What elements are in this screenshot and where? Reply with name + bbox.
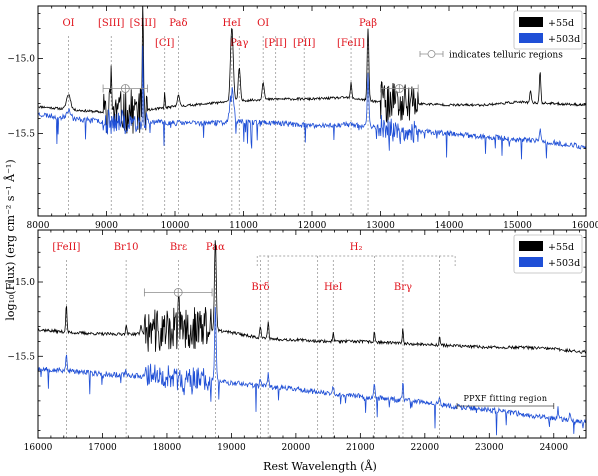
- telluric-marker: [102, 84, 149, 93]
- x-tick-label: 24000: [539, 443, 568, 453]
- x-tick-label: 23000: [475, 443, 504, 453]
- legend-label: +55d: [548, 18, 574, 29]
- x-tick-label: 16000: [24, 443, 53, 453]
- line-id-label: [FeII]: [52, 242, 80, 253]
- spectrum-epoch-55d: [38, 6, 586, 134]
- line-id-label: Br10: [114, 242, 139, 253]
- x-tick-label: 16000: [572, 221, 598, 231]
- line-id-label: Paγ: [230, 38, 248, 49]
- line-id-label: [PII]: [293, 38, 316, 49]
- x-tick-label: 17000: [88, 443, 117, 453]
- x-tick-label: 11000: [229, 221, 258, 231]
- line-id-label: Brδ: [251, 282, 269, 293]
- line-id-label: Brγ: [394, 282, 412, 293]
- legend-label: +503d: [548, 258, 580, 269]
- telluric-marker: [380, 84, 419, 93]
- line-id-label: HeI: [324, 282, 343, 293]
- line-id-label: OI: [62, 18, 74, 29]
- legend-swatch: [519, 33, 543, 43]
- line-id-label: [SIII]: [98, 18, 125, 29]
- telluric-note: indicates telluric regions: [449, 51, 563, 61]
- legend-swatch: [519, 257, 543, 267]
- x-axis-label: Rest Wavelength (Å): [263, 459, 377, 473]
- x-tick-label: 13000: [366, 221, 395, 231]
- x-tick-label: 18000: [153, 443, 182, 453]
- x-tick-label: 22000: [411, 443, 440, 453]
- plot-frame: [37, 229, 587, 439]
- line-id-label: [PII]: [264, 38, 287, 49]
- legend-swatch: [519, 17, 543, 27]
- legend-swatch: [519, 241, 543, 251]
- x-tick-label: 9000: [95, 221, 118, 231]
- line-id-label: [CI]: [155, 38, 175, 49]
- line-id-label: HeI: [223, 18, 242, 29]
- spectrum-epoch-503d: [38, 306, 586, 436]
- telluric-marker: [143, 287, 213, 297]
- spectrum-epoch-503d: [38, 45, 586, 160]
- y-tick-label: −15.5: [7, 352, 35, 362]
- line-id-label: Brε: [170, 242, 187, 253]
- x-tick-label: 19000: [217, 443, 246, 453]
- y-tick-label: −15.0: [7, 278, 35, 288]
- legend-label: +55d: [548, 242, 574, 253]
- ppxf-label: PPXF fitting region: [464, 394, 548, 403]
- x-tick-label: 20000: [282, 443, 311, 453]
- line-id-label: [FeII]: [337, 38, 365, 49]
- y-tick-label: −15.5: [7, 130, 35, 140]
- y-tick-label: −15.0: [7, 55, 35, 65]
- spectrum-epoch-55d: [38, 240, 586, 354]
- line-id-label: Paβ: [359, 18, 377, 29]
- line-id-label: Paδ: [169, 18, 187, 29]
- line-id-label: OI: [257, 18, 269, 29]
- h2-bracket: [256, 255, 456, 266]
- h2-label: H₂: [350, 242, 363, 253]
- x-tick-label: 14000: [435, 221, 464, 231]
- legend-label: +503d: [548, 34, 580, 45]
- x-tick-label: 8000: [27, 221, 50, 231]
- y-axis-label: log₁₀(Flux) (erg cm⁻² s⁻¹ Å⁻¹): [3, 159, 17, 320]
- x-tick-label: 15000: [503, 221, 532, 231]
- x-tick-label: 10000: [161, 221, 190, 231]
- x-tick-label: 12000: [298, 221, 327, 231]
- x-tick-label: 21000: [346, 443, 375, 453]
- telluric-legend: [419, 50, 444, 58]
